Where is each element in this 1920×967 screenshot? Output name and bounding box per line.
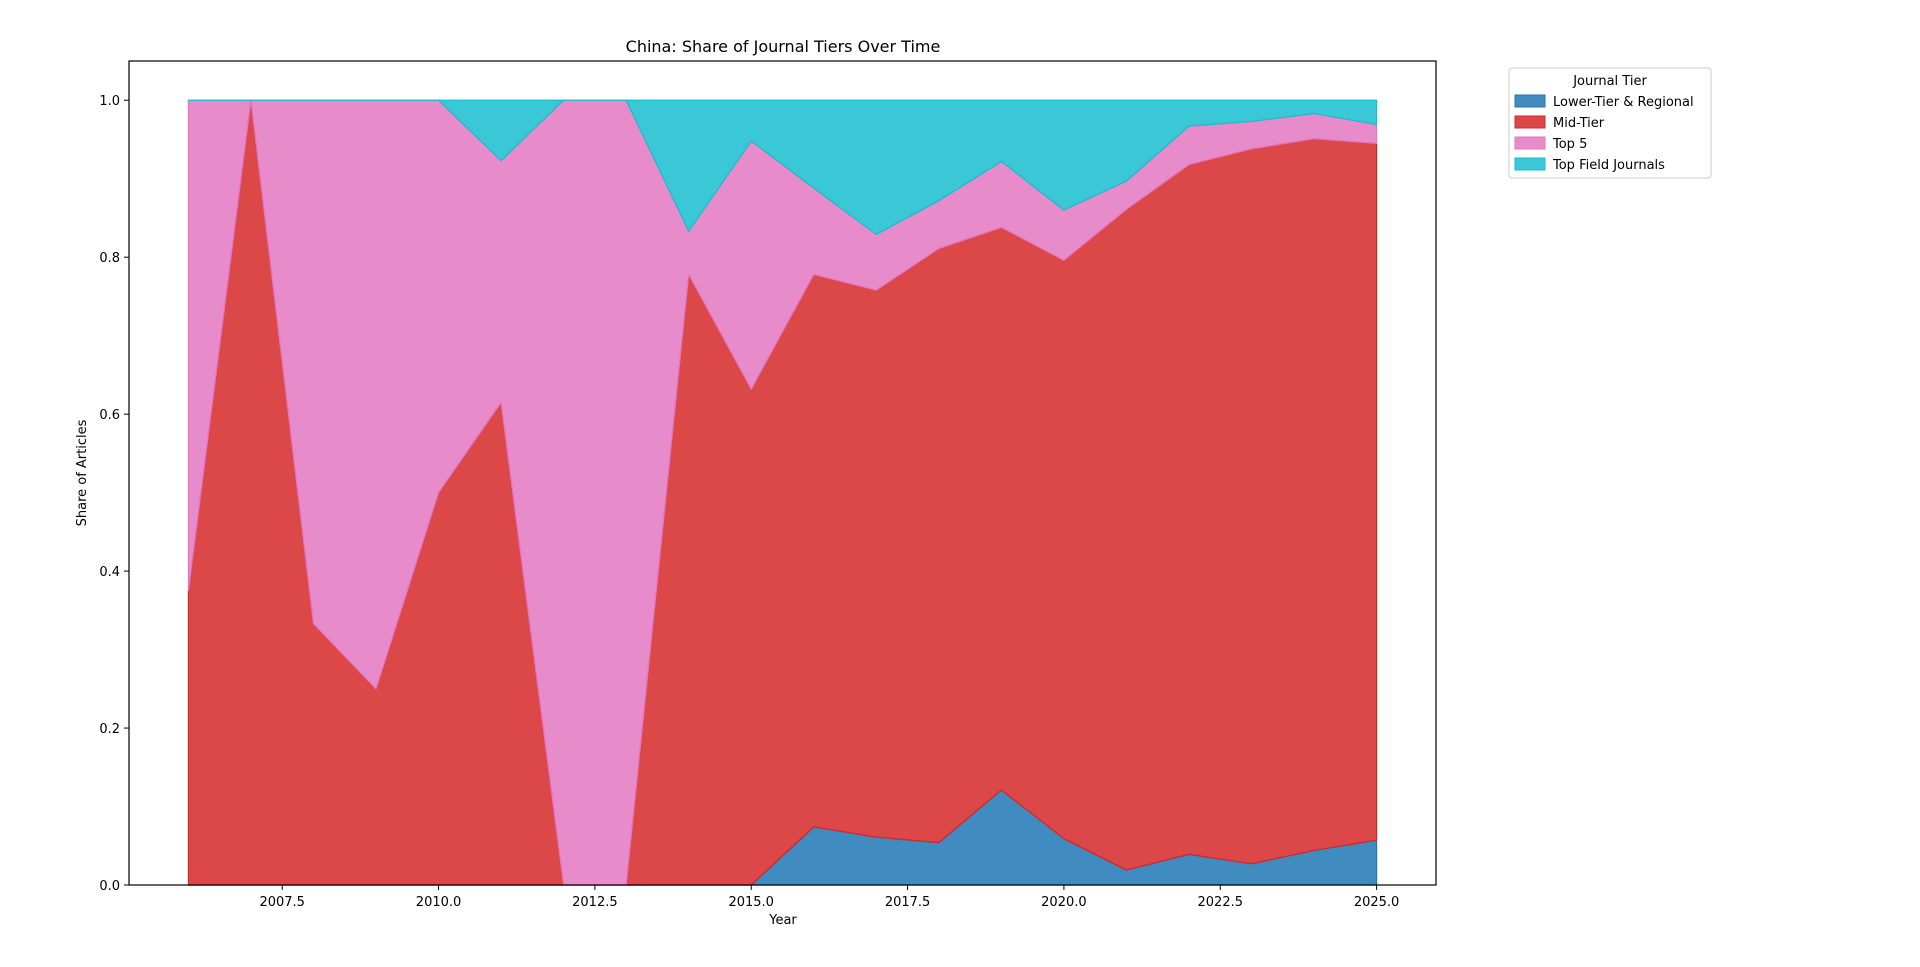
x-axis-label: Year: [768, 913, 797, 928]
legend-items: Lower-Tier & Regional Mid-Tier Top 5 Top Fi…: [1514, 94, 1694, 173]
y-tick-label: 0.8: [99, 251, 120, 266]
legend-label-top-field-journals: Top Field Journals: [1552, 158, 1665, 173]
y-tick-label: 0.6: [99, 408, 120, 423]
area-top-field-journals: [187, 99, 1378, 236]
legend-label-top-5: Top 5: [1552, 137, 1587, 152]
legend-label-mid-tier: Mid-Tier: [1553, 116, 1605, 131]
legend-swatch-top-field-journals: [1514, 157, 1546, 171]
plot-frame: [128, 60, 1437, 886]
x-tick-label: 2010.0: [416, 895, 462, 910]
legend-title: Journal Tier: [1572, 74, 1647, 89]
x-tick-label: 2020.0: [1041, 895, 1087, 910]
legend-label-lower-tier-regional: Lower-Tier & Regional: [1553, 95, 1694, 110]
y-axis-label: Share of Articles: [75, 419, 90, 526]
y-tick-label: 0.2: [99, 722, 120, 737]
area-layers: [187, 99, 1378, 886]
x-tick-label: 2022.5: [1198, 895, 1244, 910]
x-tick-label: 2015.0: [728, 895, 774, 910]
x-axis-ticks: 2007.5 2010.0 2012.5 2015.0 2017.5 2020.0 2022…: [259, 885, 1399, 910]
x-tick-label: 2012.5: [572, 895, 618, 910]
x-tick-label: 2025.0: [1354, 895, 1400, 910]
y-tick-label: 0.0: [99, 879, 120, 894]
y-tick-label: 1.0: [99, 94, 120, 109]
chart-title: China: Share of Journal Tiers Over Time: [626, 37, 941, 56]
legend-swatch-mid-tier: [1514, 115, 1546, 129]
x-tick-label: 2007.5: [259, 895, 305, 910]
legend-swatch-top-5: [1514, 136, 1546, 150]
legend-swatch-lower-tier-regional: [1514, 94, 1546, 108]
legend: Journal Tier Lower-Tier & Regional Mid-Ti…: [1508, 67, 1712, 179]
y-tick-label: 0.4: [99, 565, 120, 580]
y-axis-ticks: 0.0 0.2 0.4 0.6 0.8 1.0: [99, 94, 129, 894]
legend-frame: [1508, 67, 1712, 179]
x-tick-label: 2017.5: [885, 895, 931, 910]
